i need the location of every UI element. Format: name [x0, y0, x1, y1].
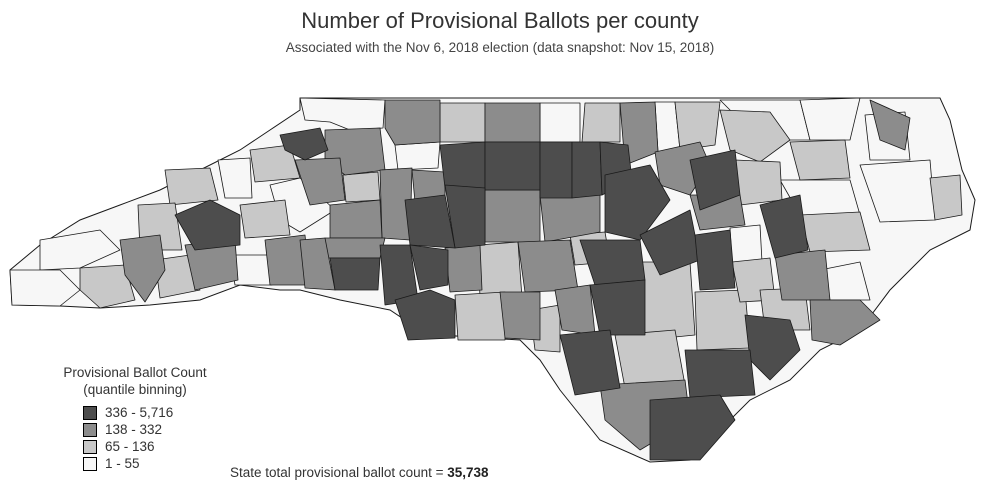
legend-item: 336 - 5,716: [83, 404, 230, 421]
county: [9, 269, 81, 307]
state-total-value: 35,738: [447, 465, 489, 480]
county: [484, 102, 541, 143]
county: [639, 261, 696, 341]
state-total-label: State total provisional ballot count =: [230, 465, 448, 480]
county: [404, 194, 456, 249]
county: [729, 224, 763, 263]
county: [217, 157, 253, 199]
legend-item: 65 - 136: [83, 438, 230, 455]
county: [342, 171, 381, 203]
county: [929, 174, 963, 221]
legend-swatch: [83, 456, 97, 471]
county: [119, 234, 166, 303]
county: [799, 97, 861, 141]
bin-1-counties: [174, 127, 809, 461]
county: [799, 211, 871, 253]
county: [684, 349, 756, 399]
legend: Provisional Ballot Count (quantile binni…: [40, 364, 230, 472]
county: [517, 239, 579, 293]
county: [394, 289, 456, 341]
county: [559, 329, 621, 396]
county: [439, 102, 486, 143]
county: [164, 167, 219, 206]
county: [719, 109, 791, 163]
county: [249, 144, 301, 183]
legend-title-line2: (quantile binning): [83, 382, 187, 397]
county: [329, 199, 383, 239]
county: [39, 229, 121, 271]
county: [409, 244, 449, 291]
county: [444, 184, 486, 249]
legend-title: Provisional Ballot Count (quantile binni…: [40, 364, 230, 398]
map-title: Number of Provisional Ballots per county: [301, 8, 699, 33]
county: [394, 141, 441, 171]
county: [477, 241, 523, 299]
legend-label: 1 - 55: [105, 456, 140, 471]
county: [604, 164, 671, 241]
county: [174, 199, 241, 251]
county: [324, 237, 386, 259]
county: [789, 139, 851, 181]
county: [694, 229, 736, 291]
county: [774, 249, 831, 301]
legend-label: 138 - 332: [105, 422, 163, 437]
county: [454, 291, 506, 341]
county: [499, 291, 541, 341]
county: [79, 264, 136, 309]
legend-item: 1 - 55: [83, 455, 230, 472]
county: [539, 141, 573, 199]
county: [614, 329, 686, 389]
county: [484, 141, 541, 191]
county: [649, 394, 736, 461]
county: [581, 102, 621, 143]
county: [329, 257, 381, 291]
county: [674, 101, 721, 151]
county: [589, 279, 646, 336]
county: [734, 159, 783, 206]
county: [689, 149, 741, 211]
county: [384, 99, 441, 146]
legend-swatch: [83, 405, 97, 420]
map-subtitle: Associated with the Nov 6, 2018 election…: [285, 40, 715, 55]
county: [484, 189, 541, 243]
bin-3-counties: [79, 101, 963, 389]
county: [571, 141, 603, 199]
legend-items: 336 - 5,716 138 - 332 65 - 136 1 - 55: [83, 404, 230, 472]
county: [444, 244, 483, 293]
county: [294, 157, 346, 206]
county: [759, 194, 809, 259]
legend-label: 65 - 136: [105, 439, 155, 454]
legend-label: 336 - 5,716: [105, 405, 174, 420]
county: [439, 141, 486, 189]
county: [279, 127, 329, 161]
county: [539, 102, 581, 143]
state-total: State total provisional ballot count = 3…: [230, 465, 489, 480]
county: [809, 299, 881, 346]
nc-county-map: [9, 97, 976, 463]
legend-swatch: [83, 439, 97, 454]
county: [154, 254, 201, 299]
county: [869, 99, 911, 151]
legend-title-line1: Provisional Ballot Count: [63, 365, 207, 380]
county: [239, 199, 291, 239]
legend-swatch: [83, 422, 97, 437]
legend-item: 138 - 332: [83, 421, 230, 438]
